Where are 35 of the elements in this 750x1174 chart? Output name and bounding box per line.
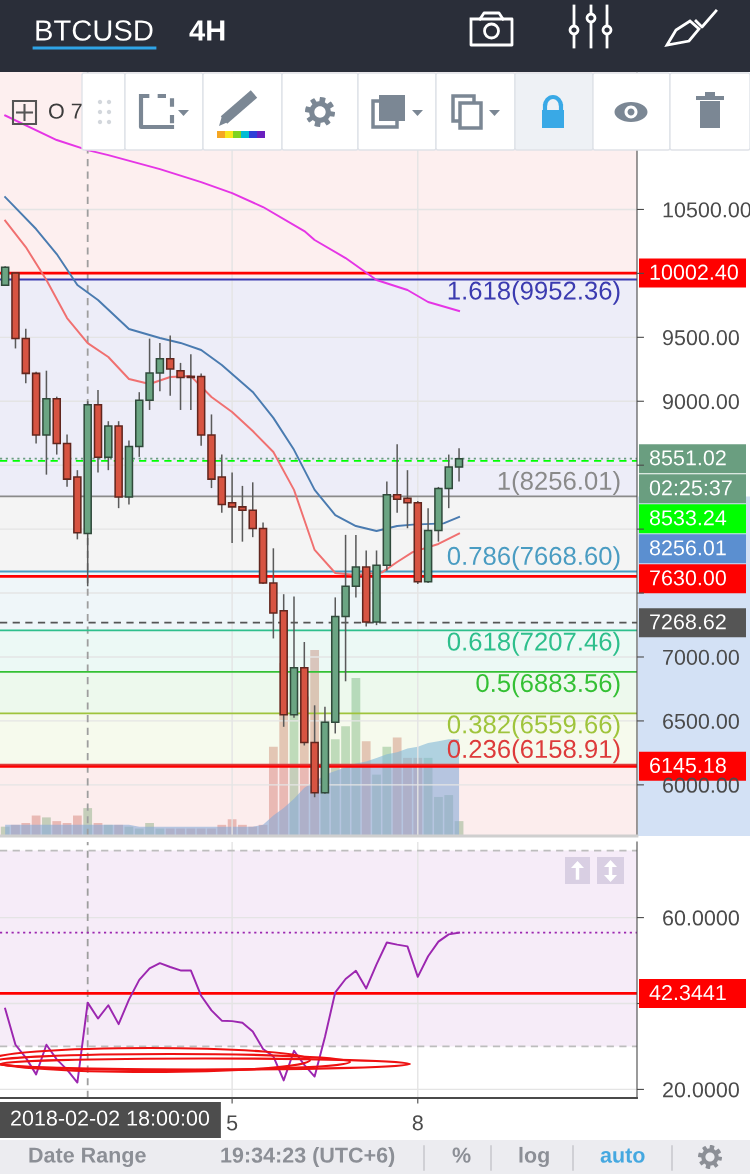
ref-line-label: 0.618(7207.46) — [447, 631, 620, 656]
y-tick-label: 6500.00 — [663, 713, 739, 729]
x-tick-label: 8 — [412, 1115, 423, 1131]
ref-line-label: 8551.02 — [649, 450, 726, 466]
y-tick-label: 9000.00 — [663, 394, 739, 410]
chart-subtitle: 4H — [189, 20, 225, 41]
ref-line-label: 10002.40 — [650, 264, 738, 280]
ref-line-label: 0.382(6559.66) — [447, 714, 620, 739]
ref-line-label: 0.786(7668.60) — [447, 546, 620, 571]
ref-line-label: 0.236(6158.91) — [447, 739, 620, 764]
y-tick-label: 6000.00 — [663, 777, 739, 793]
y-tick-label: 9500.00 — [663, 330, 739, 346]
text: 8256.01 — [649, 540, 726, 556]
text: 02:25:37 — [649, 480, 732, 496]
text: 19:34:23 (UTC+6) — [221, 1146, 395, 1168]
text: log — [519, 1146, 549, 1168]
y-tick-label: 20.0000 — [663, 1082, 739, 1098]
annotation: O 7 — [49, 103, 82, 119]
ref-line-label: 7630.00 — [650, 570, 726, 586]
ref-line-label: 7268.62 — [650, 614, 726, 630]
ref-line-label: 1.618(9952.36) — [448, 280, 620, 305]
text: auto — [600, 1148, 645, 1163]
text: Date Range — [29, 1147, 146, 1168]
chart-title: BTCUSD — [36, 20, 153, 41]
x-tick-label: 5 — [226, 1115, 238, 1131]
ref-line-label: 8533.24 — [649, 510, 727, 526]
ref-line-label: 0.5(6883.56) — [476, 673, 620, 698]
ref-line-label: 1(8256.01) — [498, 471, 620, 495]
y-tick-label: 60.0000 — [663, 910, 739, 926]
y-tick-label: 7000.00 — [663, 649, 739, 665]
ref-line-label: 6145.18 — [650, 757, 726, 774]
ref-line-label: 2018-02-02 18:00:00 — [11, 1110, 210, 1126]
ref-line-label: 42.3441 — [649, 984, 726, 1001]
y-tick-label: 10500.00 — [663, 202, 750, 218]
text: % — [452, 1147, 471, 1163]
